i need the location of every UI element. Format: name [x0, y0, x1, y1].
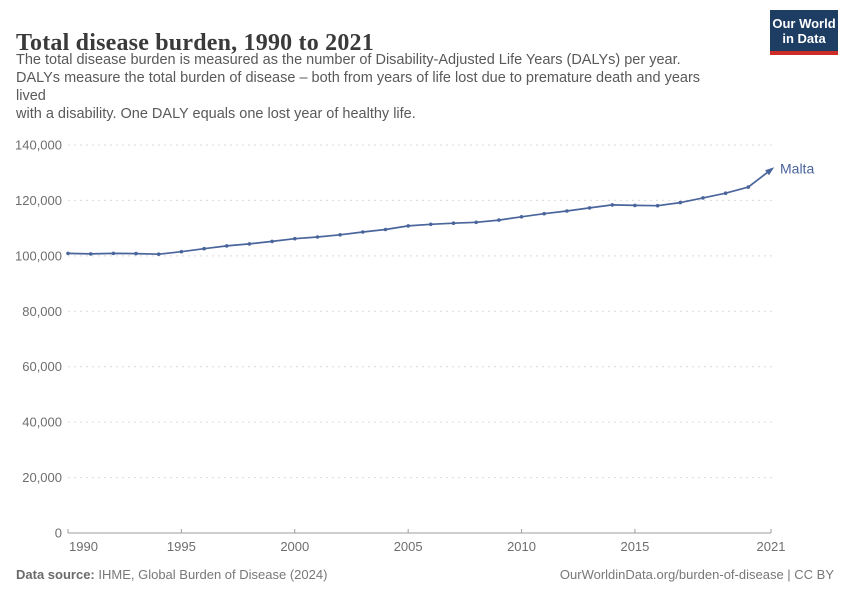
- x-tick-label: 1990: [69, 539, 98, 554]
- x-tick-label: 2005: [394, 539, 423, 554]
- y-tick-label: 140,000: [15, 138, 62, 153]
- x-axis: 1990 1995 2000 2005 2010 2015 2021: [67, 529, 786, 554]
- owid-logo-line2: in Data: [782, 31, 826, 46]
- chart-area: 0 20,000 40,000 60,000 80,000 100,000 120,000 1…: [0, 130, 850, 575]
- x-tick-label: 1995: [167, 539, 196, 554]
- page-title: Total disease burden, 1990 to 2021: [16, 30, 374, 57]
- y-tick-label: 0: [55, 526, 62, 541]
- data-source-text: IHME, Global Burden of Disease (2024): [94, 567, 328, 582]
- chart-footer: Data source: IHME, Global Burden of Dise…: [16, 567, 834, 582]
- line-chart: 0 20,000 40,000 60,000 80,000 100,000 120,000 1…: [15, 138, 814, 555]
- data-points: [66, 185, 751, 256]
- y-tick-label: 100,000: [15, 248, 62, 263]
- y-tick-label: 60,000: [22, 359, 62, 374]
- x-tick-label: 2021: [757, 539, 786, 554]
- chart-subtitle: The total disease burden is measured as …: [16, 52, 701, 122]
- owid-logo: Our World in Data: [770, 10, 838, 55]
- y-tick-label: 20,000: [22, 470, 62, 485]
- owid-logo-line1: Our World: [772, 16, 836, 31]
- y-tick-label: 80,000: [22, 304, 62, 319]
- owid-link[interactable]: OurWorldinData.org/burden-of-disease | C…: [559, 567, 834, 582]
- data-source-label: Data source:: [16, 567, 95, 582]
- x-tick-label: 2015: [620, 539, 649, 554]
- line-end-arrow-icon: [765, 167, 775, 176]
- y-tick-label: 120,000: [15, 193, 62, 208]
- x-tick-label: 2000: [280, 539, 309, 554]
- data-source: Data source: IHME, Global Burden of Dise…: [16, 567, 327, 582]
- series-line-malta: [67, 169, 772, 256]
- entity-label-malta[interactable]: Malta: [780, 161, 814, 177]
- y-axis: 0 20,000 40,000 60,000 80,000 100,000 120,000 1…: [15, 138, 776, 541]
- y-tick-label: 40,000: [22, 415, 62, 430]
- x-tick-label: 2010: [507, 539, 536, 554]
